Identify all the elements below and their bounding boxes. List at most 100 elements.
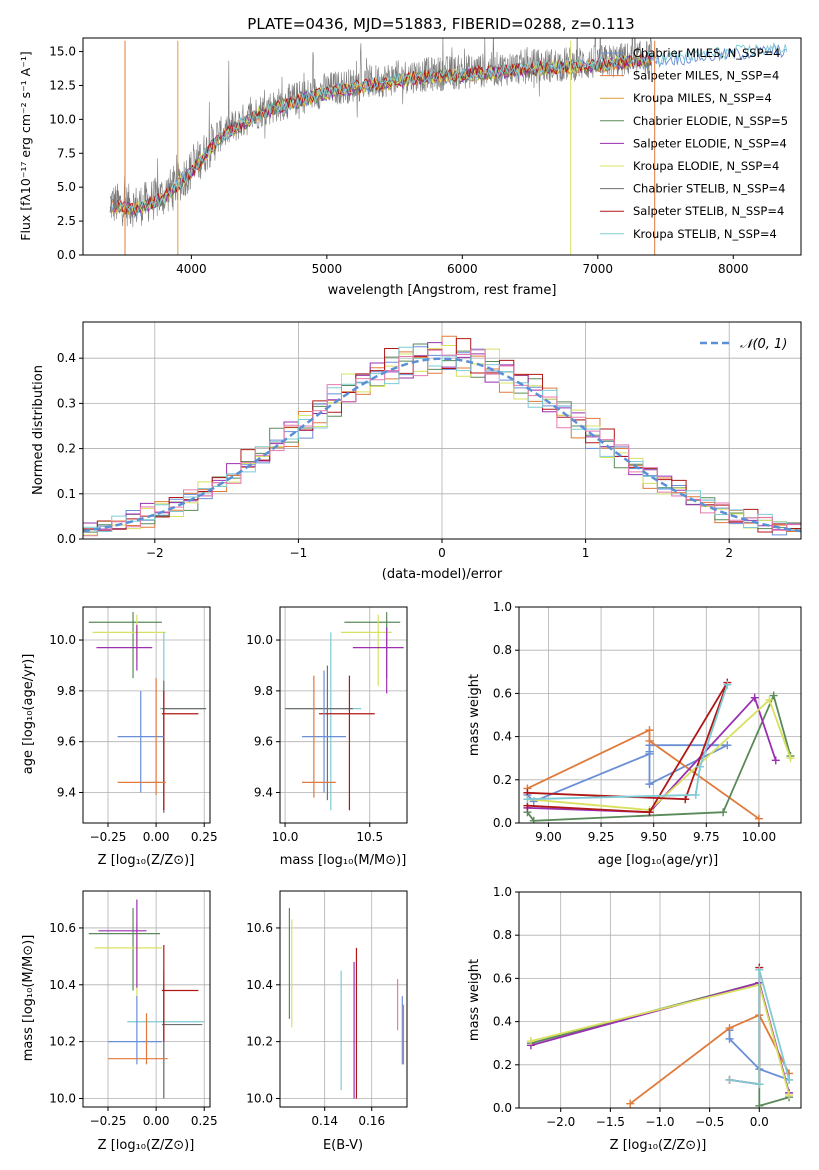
xtick-label: 9.00 bbox=[535, 830, 562, 844]
age-vs-mass-axes: 10.0 10.5 9.4 9.6 9.8 10.0 bbox=[246, 606, 408, 844]
legend-entry: Salpeter STELIB, N_SSP=4 bbox=[633, 204, 784, 218]
mass-vs-EBV-frame bbox=[279, 890, 408, 1108]
spectrum-ytick-label: 10.0 bbox=[49, 112, 76, 126]
weight-marker bbox=[645, 736, 654, 745]
legend-entry: Salpeter ELODIE, N_SSP=4 bbox=[633, 136, 787, 150]
ytick-label: 0.8 bbox=[493, 928, 512, 942]
ytick-label: 10.0 bbox=[49, 633, 76, 647]
ytick-label: 0.4 bbox=[493, 730, 512, 744]
mass-vs-z-ylabel: mass [log₁₀(M/M⊙)] bbox=[21, 935, 36, 1062]
residual-xtick-label: −1 bbox=[290, 546, 308, 560]
residual-xtick-label: 0 bbox=[438, 546, 446, 560]
ytick-label: 0.0 bbox=[493, 1101, 512, 1115]
ytick-label: 10.0 bbox=[49, 1091, 76, 1105]
mass-vs-ebv-xlabel: E(B-V) bbox=[323, 1138, 363, 1153]
weight-vs-z-xlabel: Z [log₁₀(Z/Z⊙)] bbox=[610, 1138, 707, 1153]
weight-line bbox=[729, 969, 790, 1086]
ytick-label: 9.8 bbox=[254, 684, 273, 698]
weight-vs-z-panel: Z [log₁₀(Z/Z⊙)] mass weight −2.0 −1.5 −1.0… bbox=[467, 885, 802, 1153]
weight-vs-Z-axes: −2.0 −1.5 −1.0 −0.5 0.0 0.0 0.2 0.4 0.6 0.8 1.0 bbox=[493, 885, 802, 1129]
residual-ytick-label: 0.1 bbox=[57, 487, 76, 501]
spectrum-ytick-label: 7.5 bbox=[57, 146, 76, 160]
ytick-label: 10.6 bbox=[49, 921, 76, 935]
mass-vs-Z-axes: −0.25 0.00 0.25 10.0 10.2 10.4 10.6 bbox=[49, 890, 218, 1128]
residual-xtick-label: −2 bbox=[146, 546, 164, 560]
ytick-label: 0.4 bbox=[493, 1015, 512, 1029]
spectrum-title: PLATE=0436, MJD=51883, FIBERID=0288, z=0… bbox=[247, 15, 634, 33]
spectrum-ytick-label: 12.5 bbox=[49, 78, 76, 92]
residual-ytick-label: 0.2 bbox=[57, 442, 76, 456]
weight-marker bbox=[725, 1075, 734, 1084]
weight-marker bbox=[523, 795, 532, 804]
weight-marker bbox=[645, 726, 654, 735]
spectrum-xtick-label: 7000 bbox=[583, 262, 614, 276]
spectrum-model-line bbox=[118, 42, 788, 215]
weight-marker bbox=[723, 680, 732, 689]
ytick-label: 9.4 bbox=[57, 786, 76, 800]
ytick-label: 1.0 bbox=[493, 885, 512, 899]
xtick-label: 9.50 bbox=[640, 830, 667, 844]
spectrum-model-line bbox=[117, 52, 652, 217]
ytick-label: 0.0 bbox=[493, 816, 512, 830]
weight-marker bbox=[785, 1075, 794, 1084]
age-vs-z-panel: Z [log₁₀(Z/Z⊙)] age [log₁₀(age/yr)] −0.2… bbox=[21, 606, 218, 868]
age-vs-z-ylabel: age [log₁₀(age/yr)] bbox=[21, 654, 36, 775]
weight-marker bbox=[695, 762, 704, 771]
weight-line bbox=[527, 684, 729, 801]
weight-marker bbox=[755, 965, 764, 974]
ytick-label: 9.6 bbox=[57, 735, 76, 749]
mass-vs-Z-frame bbox=[82, 890, 211, 1108]
residual-xtick-label: 2 bbox=[725, 546, 733, 560]
age-vs-Z-axes: −0.25 0.00 0.25 9.4 9.6 9.8 10.0 bbox=[49, 606, 218, 844]
weight-line bbox=[629, 1013, 790, 1105]
ytick-label: 0.6 bbox=[493, 686, 512, 700]
age-vs-mass-panel: mass [log₁₀(M/M⊙)] 10.0 10.5 9.4 9.6 9.8 10.0 bbox=[246, 606, 408, 868]
weight-line bbox=[728, 1030, 790, 1081]
residual-histogram bbox=[83, 349, 801, 539]
legend-entry: Chabrier STELIB, N_SSP=4 bbox=[633, 182, 785, 196]
weight-vs-age-axes: 9.00 9.25 9.50 9.75 10.00 0.0 0.2 0.4 0.6 0.8 1.0 bbox=[493, 600, 802, 844]
weight-marker bbox=[725, 1024, 734, 1033]
legend-entry: Chabrier MILES, N_SSP=4 bbox=[633, 46, 780, 60]
legend-entry: Chabrier ELODIE, N_SSP=5 bbox=[633, 114, 788, 128]
ytick-label: 10.4 bbox=[49, 978, 76, 992]
age-vs-z-xlabel: Z [log₁₀(Z/Z⊙)] bbox=[98, 853, 195, 868]
weight-marker bbox=[771, 756, 780, 765]
spectrum-xlabel: wavelength [Angstrom, rest frame] bbox=[328, 283, 557, 298]
weight-marker bbox=[526, 1037, 535, 1046]
mass-vs-ebv-panel: E(B-V) 0.14 0.16 10.0 10.2 10.4 10.6 bbox=[246, 890, 408, 1153]
spectrum-ytick-label: 15.0 bbox=[49, 45, 76, 59]
age-vs-mass-frame bbox=[279, 606, 408, 824]
weight-marker bbox=[645, 780, 654, 789]
xtick-label: −1.5 bbox=[596, 1115, 625, 1129]
spectrum-ylabel: Flux [fλ10⁻¹⁷ erg cm⁻² s⁻¹ A⁻¹] bbox=[18, 51, 33, 240]
residual-xtick-label: 1 bbox=[582, 546, 590, 560]
residual-ytick-label: 0.0 bbox=[57, 532, 76, 546]
weight-vs-age-frame bbox=[518, 606, 802, 824]
residual-ytick-label: 0.4 bbox=[57, 351, 76, 365]
weight-marker bbox=[769, 691, 778, 700]
legend-entry: Kroupa MILES, N_SSP=4 bbox=[633, 91, 772, 105]
residual-panel: −2 −1 0 1 2 0.0 0.1 0.2 0.3 0.4 (data-model)/erro… bbox=[31, 321, 802, 582]
weight-marker bbox=[755, 1080, 764, 1089]
spectrum-ytick-label: 5.0 bbox=[57, 180, 76, 194]
xtick-label: 0.14 bbox=[311, 1114, 338, 1128]
weight-line bbox=[527, 698, 792, 811]
ytick-label: 0.2 bbox=[493, 773, 512, 787]
weight-line bbox=[527, 682, 729, 814]
normal-curve bbox=[83, 357, 801, 533]
spectrum-model-line bbox=[110, 54, 652, 216]
xtick-label: −0.25 bbox=[90, 1114, 127, 1128]
weight-marker bbox=[719, 808, 728, 817]
xtick-label: 10.5 bbox=[356, 830, 383, 844]
weight-marker bbox=[626, 1099, 635, 1108]
residual-ytick-label: 0.3 bbox=[57, 396, 76, 410]
weight-marker bbox=[786, 754, 795, 763]
xtick-label: −0.25 bbox=[90, 830, 127, 844]
ytick-label: 10.0 bbox=[246, 1091, 273, 1105]
weight-marker bbox=[750, 693, 759, 702]
ytick-label: 1.0 bbox=[493, 600, 512, 614]
mass-vs-z-panel: Z [log₁₀(Z/Z⊙)] mass [log₁₀(M/M⊙)] −0.25… bbox=[21, 890, 218, 1153]
xtick-label: 10.00 bbox=[742, 830, 776, 844]
